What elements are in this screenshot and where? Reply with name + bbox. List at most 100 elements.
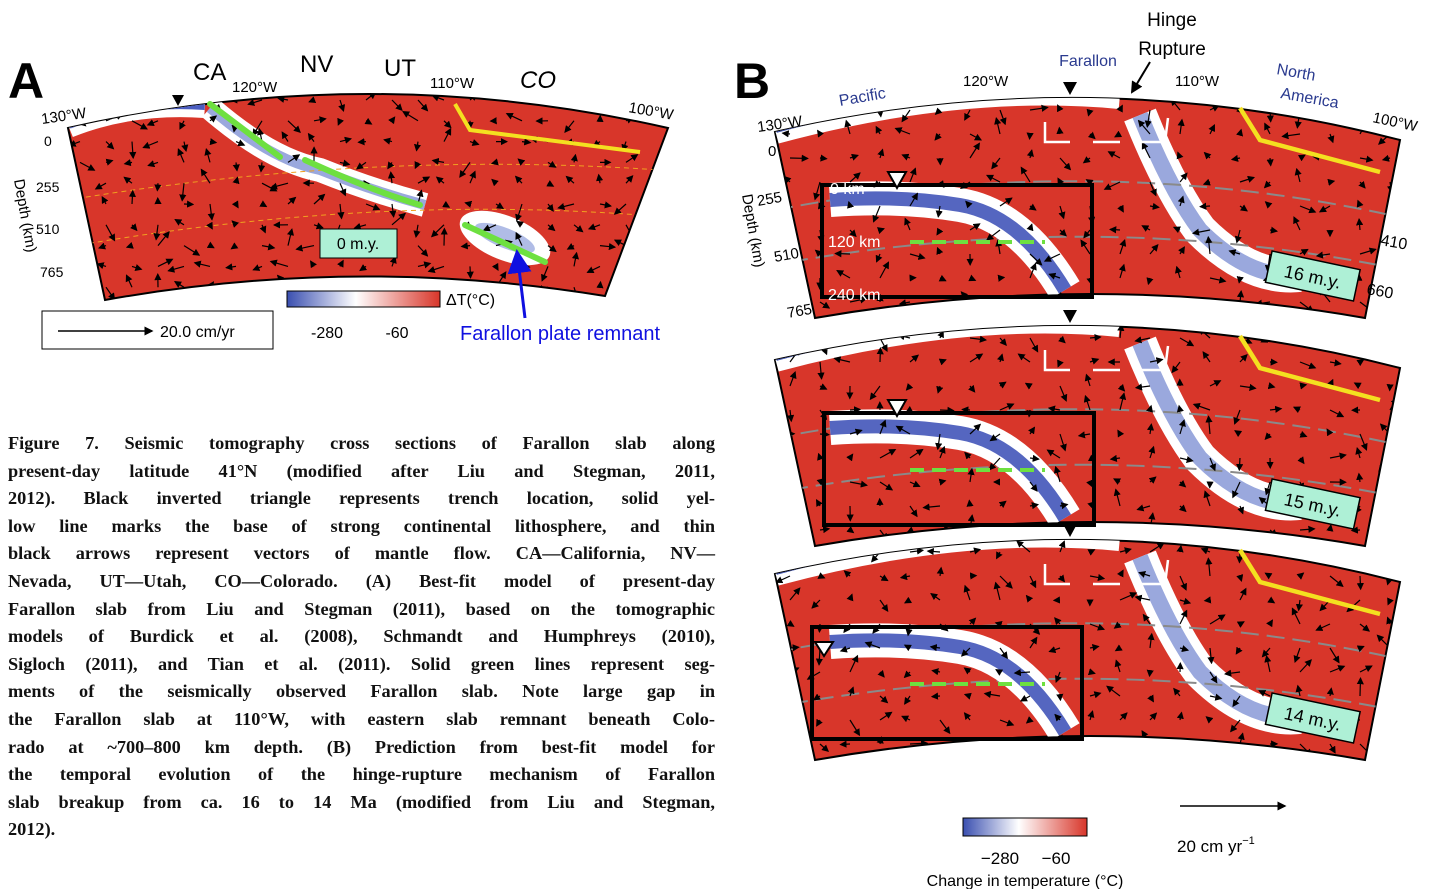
- flow-arrow: [599, 201, 612, 209]
- flow-arrow: [1266, 619, 1273, 628]
- flow-arrow: [364, 117, 373, 125]
- hinge-label: Hinge: [1147, 10, 1197, 31]
- flow-arrow: [1178, 246, 1185, 255]
- flow-arrow: [849, 719, 861, 737]
- flow-arrow: [849, 153, 859, 161]
- flow-arrow: [786, 620, 795, 627]
- flow-arrow: [1389, 337, 1400, 345]
- flow-arrow: [307, 132, 315, 142]
- flow-arrow: [1236, 276, 1244, 284]
- flow-arrow: [1266, 109, 1274, 123]
- flow-arrow: [571, 251, 579, 267]
- flow-arrow: [833, 356, 851, 364]
- flow-arrow: [1174, 265, 1182, 279]
- flow-arrow: [1103, 181, 1121, 190]
- flow-arrow: [877, 227, 885, 235]
- flow-arrow: [1355, 217, 1364, 231]
- flow-arrow: [844, 325, 852, 339]
- flow-arrow: [1080, 239, 1091, 255]
- depth-tick: 0: [768, 143, 776, 160]
- flow-arrow: [547, 223, 556, 232]
- flow-arrow: [986, 229, 1001, 241]
- plate-label: America: [1279, 85, 1340, 112]
- flow-arrow: [68, 282, 81, 289]
- flow-arrow: [1119, 743, 1132, 755]
- flow-arrow: [1179, 575, 1187, 591]
- scale-box: [41, 310, 274, 350]
- flow-arrow: [1329, 452, 1347, 460]
- flow-arrow: [1118, 263, 1126, 279]
- flow-arrow: [232, 176, 240, 185]
- flow-arrow: [1148, 476, 1157, 484]
- flow-arrow: [1176, 151, 1184, 160]
- depth-tick: 255: [756, 189, 784, 210]
- flow-arrow: [1191, 228, 1211, 236]
- flow-arrow: [968, 617, 977, 626]
- colorbar-title: Change in temperature (°C): [927, 873, 1124, 889]
- flow-arrow: [819, 526, 831, 534]
- flow-arrow: [775, 329, 791, 339]
- flow-arrow: [157, 231, 170, 246]
- flow-arrow: [557, 202, 575, 210]
- flow-arrow: [547, 160, 557, 168]
- flow-arrow: [295, 244, 315, 252]
- flow-arrow: [1026, 223, 1034, 232]
- flow-arrow: [999, 109, 1007, 126]
- flow-arrow: [1358, 180, 1366, 189]
- flow-arrow: [1326, 109, 1335, 120]
- flow-arrow: [844, 119, 852, 135]
- flow-arrow: [1141, 225, 1151, 232]
- flow-arrow: [1043, 253, 1061, 262]
- time-box: 14 m.y.: [1264, 692, 1362, 744]
- flow-arrow: [179, 120, 186, 130]
- flow-arrow: [1017, 353, 1031, 363]
- flow-arrow: [1085, 179, 1094, 187]
- flow-arrow: [1356, 550, 1364, 559]
- flow-arrow: [1291, 607, 1301, 625]
- flow-arrow: [1137, 119, 1151, 135]
- flow-arrow: [204, 147, 212, 163]
- flow-arrow: [244, 281, 263, 289]
- flow-arrow: [1203, 151, 1212, 160]
- flow-arrow: [894, 127, 911, 135]
- flow-arrow: [1209, 276, 1227, 284]
- flow-arrow: [849, 296, 868, 304]
- flow-arrow: [787, 516, 795, 531]
- flow-arrow: [1109, 454, 1121, 462]
- flow-arrow: [1387, 597, 1394, 606]
- lithosphere-base: [1238, 548, 1381, 617]
- flow-arrow: [1082, 156, 1091, 164]
- flow-arrow: [813, 181, 821, 201]
- flow-arrow: [383, 137, 393, 145]
- flow-arrow: [123, 159, 133, 167]
- flow-arrow: [999, 719, 1015, 727]
- flow-arrow: [1028, 426, 1036, 435]
- flow-arrow: [1208, 124, 1215, 135]
- flow-arrow: [1149, 202, 1160, 210]
- flow-arrow: [1386, 616, 1394, 625]
- flow-arrow: [466, 266, 474, 279]
- flow-arrow: [1261, 647, 1271, 658]
- flow-arrow: [1089, 644, 1100, 652]
- flow-arrow: [1329, 665, 1346, 673]
- flow-arrow: [1083, 229, 1091, 239]
- flow-arrow: [1350, 526, 1361, 534]
- flow-arrow: [1236, 128, 1244, 137]
- flow-arrow: [123, 176, 133, 184]
- flow-arrow: [1138, 570, 1151, 578]
- flow-arrow: [387, 161, 395, 170]
- flow-arrow: [960, 647, 971, 657]
- flow-arrow: [1113, 478, 1122, 485]
- flow-arrow: [147, 160, 159, 168]
- flow-arrow: [1207, 647, 1215, 665]
- flow-arrow: [849, 480, 868, 488]
- flow-arrow: [337, 259, 344, 268]
- flow-arrow: [1077, 431, 1091, 439]
- flow-arrow: [1359, 665, 1373, 673]
- flow-arrow: [989, 433, 1001, 442]
- flow-arrow: [337, 117, 344, 126]
- flow-arrow: [1020, 166, 1031, 183]
- flow-arrow: [939, 743, 950, 754]
- inset-slab: [829, 191, 1072, 294]
- flow-arrow: [1113, 526, 1121, 534]
